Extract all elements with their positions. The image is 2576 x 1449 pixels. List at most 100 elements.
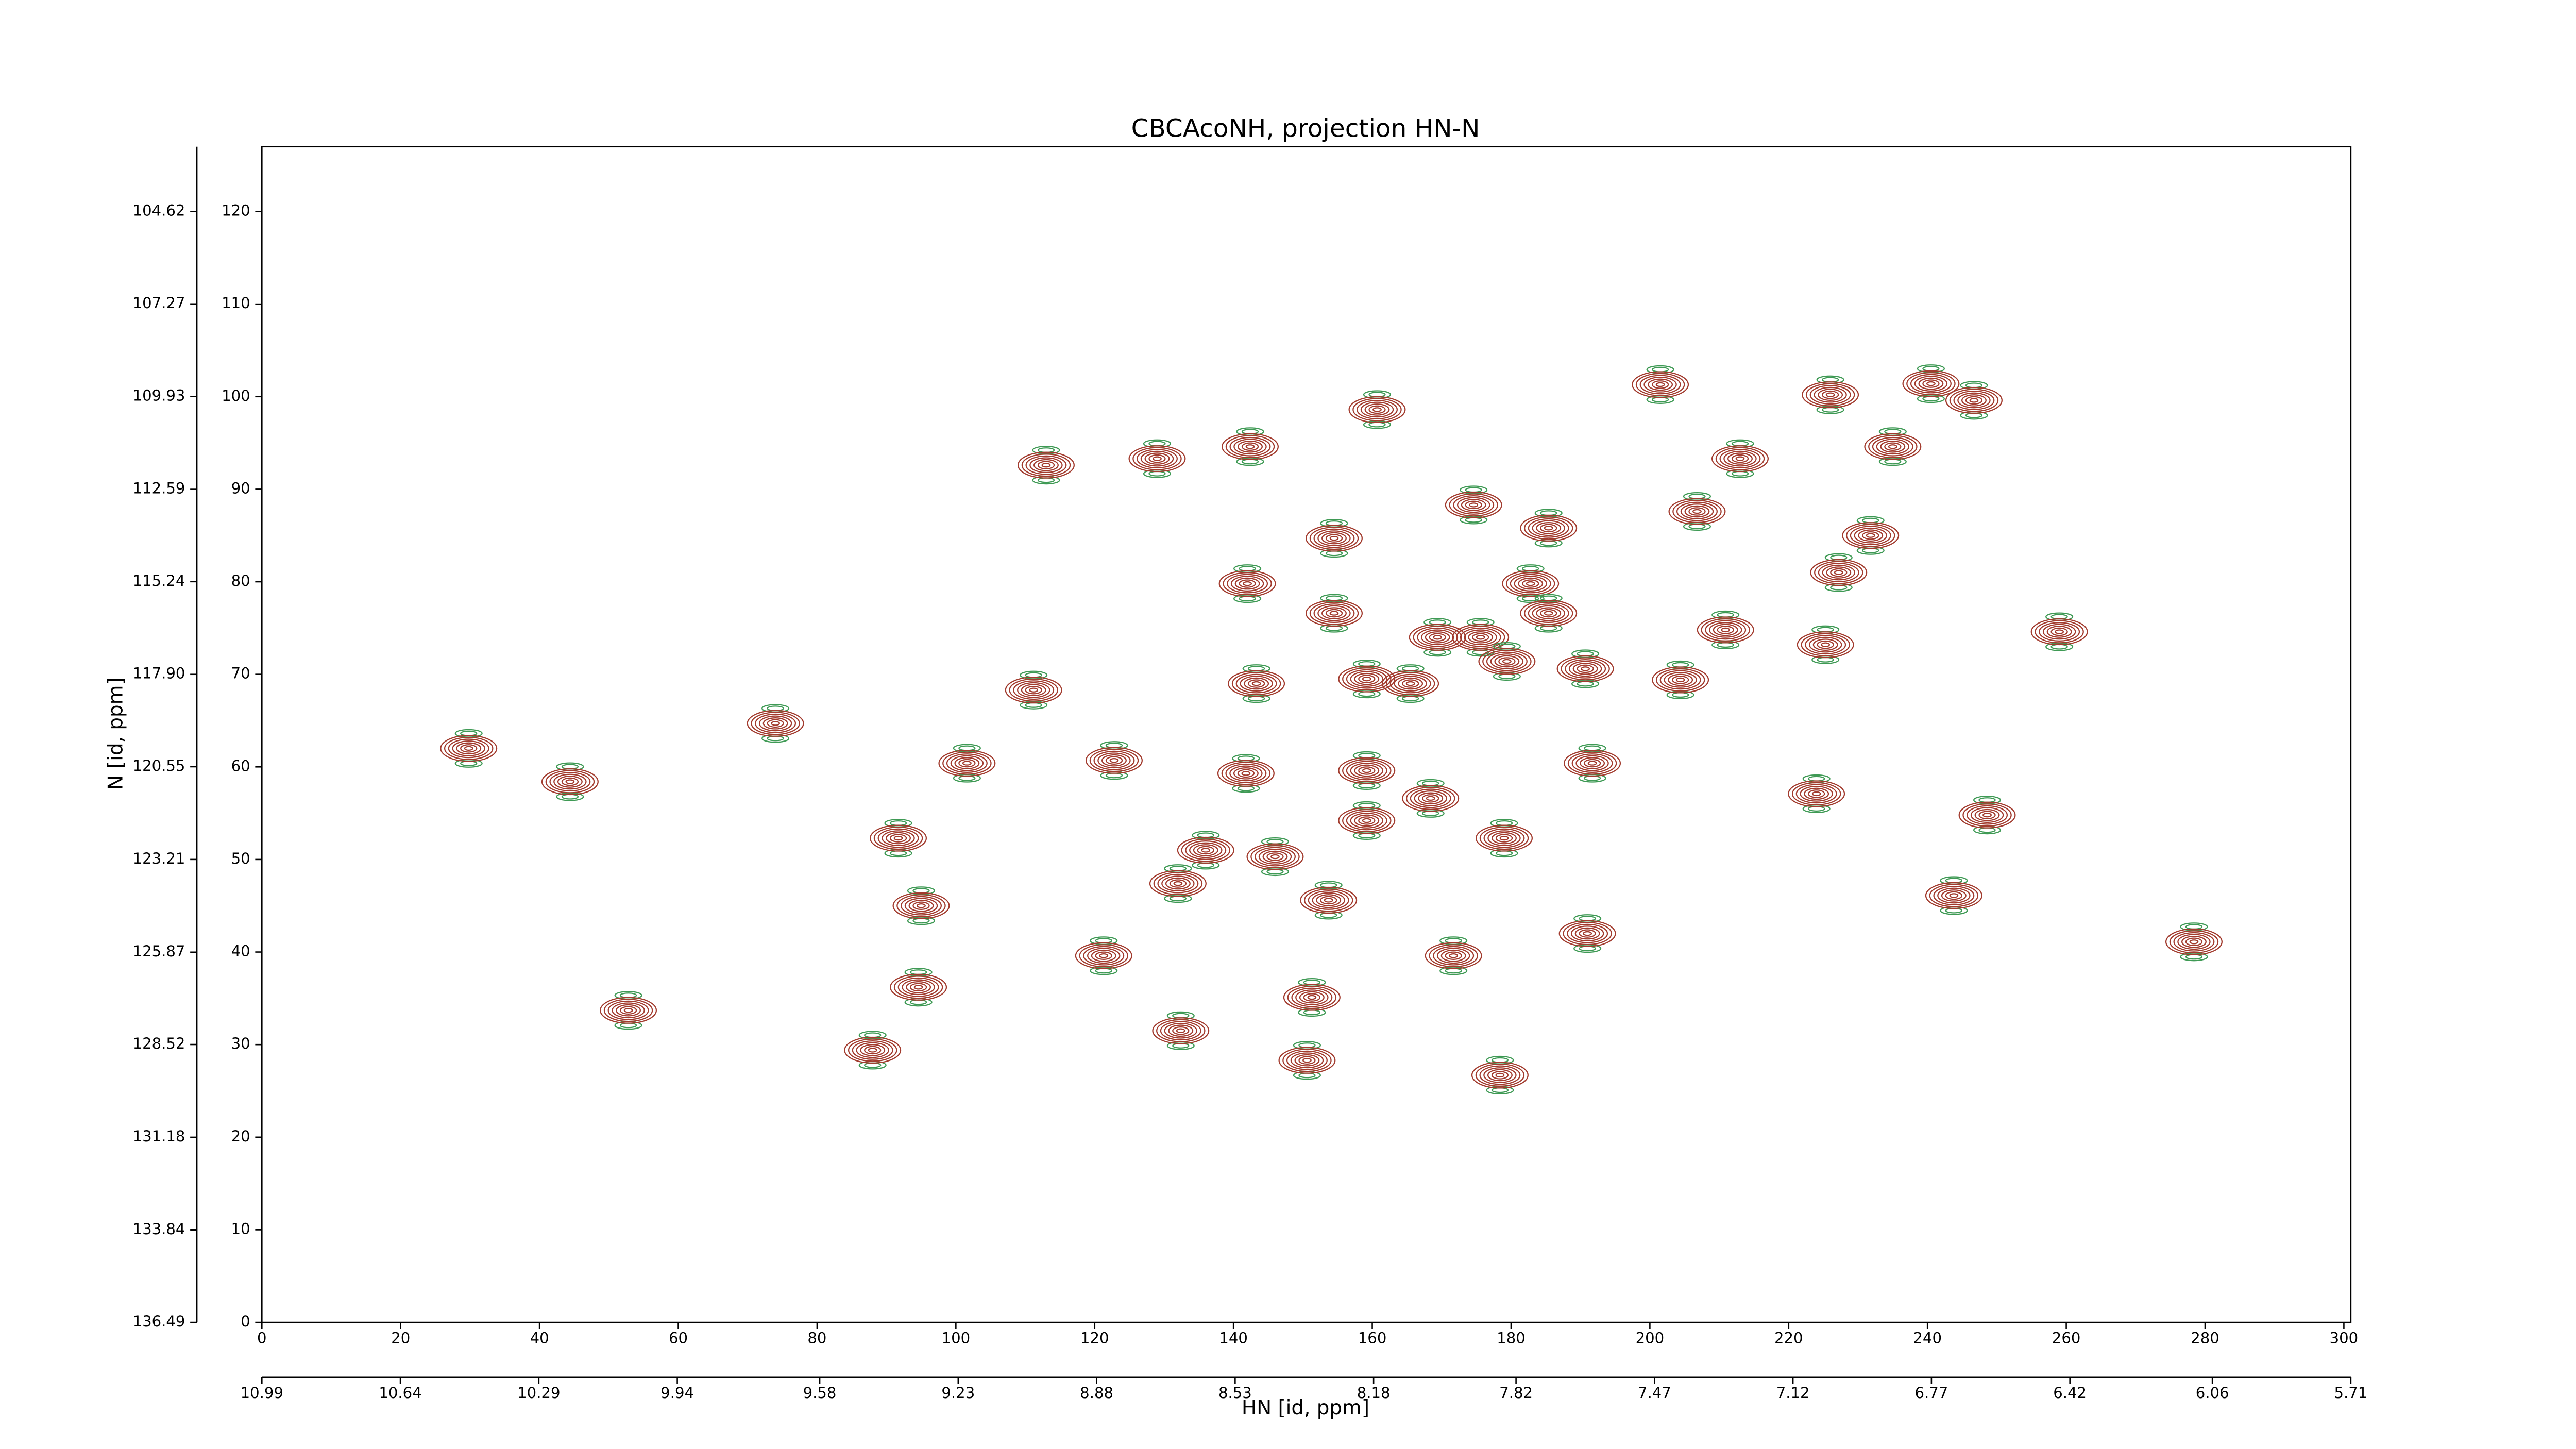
positive-contour [1719, 449, 1761, 469]
positive-contour [1676, 501, 1718, 521]
peak [1149, 864, 1207, 903]
positive-contour [553, 773, 587, 790]
positive-contour [448, 738, 489, 759]
positive-contour [1346, 669, 1387, 689]
positive-contour [1309, 527, 1359, 550]
positive-contour [1436, 948, 1470, 964]
y-tick-label: 120 [222, 202, 250, 220]
positive-contour [1402, 785, 1460, 812]
peak [1520, 594, 1578, 633]
positive-contour [1238, 440, 1263, 453]
positive-contour [2039, 622, 2080, 642]
peak [892, 886, 950, 925]
positive-contour [1476, 824, 1533, 852]
peak [844, 1031, 902, 1070]
positive-contour [1495, 1072, 1505, 1078]
positive-contour [1173, 881, 1183, 886]
positive-contour [1286, 1050, 1328, 1070]
positive-contour [1240, 676, 1273, 692]
positive-contour [1795, 784, 1837, 804]
x2-tick-label: 10.99 [241, 1384, 283, 1402]
positive-contour [896, 894, 946, 918]
positive-contour [1017, 682, 1050, 698]
x2-tick-label: 9.94 [660, 1384, 694, 1402]
positive-contour [1868, 435, 1918, 459]
positive-contour [1221, 762, 1271, 785]
positive-contour [1709, 622, 1742, 638]
peak [440, 729, 498, 768]
x2-tick-label: 9.23 [941, 1384, 975, 1402]
peak [1452, 618, 1510, 657]
positive-contour [908, 899, 934, 912]
positive-contour [1389, 673, 1431, 694]
positive-contour [1982, 813, 1992, 818]
positive-contour [444, 736, 494, 760]
peak [1471, 1055, 1529, 1094]
positive-contour [1342, 759, 1392, 782]
peak [1218, 564, 1276, 603]
positive-contour [1705, 620, 1747, 640]
peak [1409, 618, 1466, 657]
positive-contour [1164, 1022, 1197, 1039]
peak [1797, 625, 1854, 664]
y-tick-label: 20 [231, 1127, 250, 1145]
positive-contour [1866, 533, 1875, 538]
y-tick-label: 10 [231, 1220, 250, 1237]
positive-contour [1651, 380, 1669, 389]
positive-contour [1639, 375, 1681, 395]
positive-contour [1405, 681, 1415, 686]
positive-contour [1652, 666, 1709, 694]
positive-contour [2173, 932, 2215, 952]
positive-contour [1715, 447, 1765, 470]
positive-contour [1910, 374, 1952, 394]
positive-contour [2030, 618, 2088, 646]
x-tick-label: 180 [1497, 1329, 1526, 1346]
positive-contour [1231, 672, 1281, 696]
positive-contour [1922, 379, 1940, 388]
positive-contour [1498, 657, 1516, 666]
positive-contour [1520, 514, 1578, 542]
positive-contour [1287, 986, 1337, 1009]
positive-contour [1460, 627, 1501, 647]
positive-contour [1234, 577, 1260, 590]
positive-contour [856, 1042, 889, 1058]
y-tick-label: 80 [231, 572, 250, 589]
positive-contour [1810, 559, 1868, 586]
positive-contour [1567, 751, 1617, 775]
positive-contour [1858, 529, 1884, 542]
peak [2030, 612, 2088, 651]
positive-contour [1303, 888, 1353, 912]
positive-contour [557, 776, 583, 788]
peak [870, 819, 927, 858]
positive-contour [1235, 673, 1277, 694]
peak [1788, 774, 1845, 813]
x-axis-label: HN [id, ppm] [1242, 1396, 1369, 1420]
positive-contour [954, 757, 980, 769]
positive-contour [758, 715, 792, 732]
positive-contour [1087, 948, 1121, 964]
positive-contour [1295, 989, 1329, 1005]
positive-contour [1862, 531, 1879, 540]
positive-contour [1350, 671, 1383, 687]
positive-contour [1282, 1049, 1332, 1072]
positive-contour [1425, 942, 1482, 969]
positive-contour [1358, 766, 1376, 775]
peak [1476, 819, 1533, 858]
positive-contour [1583, 759, 1601, 768]
peak [1958, 796, 2016, 835]
positive-contour [1307, 995, 1317, 1000]
y2-tick-label: 117.90 [133, 665, 185, 682]
y-tick-label: 50 [231, 850, 250, 867]
positive-contour [1176, 1028, 1185, 1033]
positive-contour [1221, 433, 1279, 460]
positive-contour [1486, 651, 1528, 671]
positive-contour [1325, 609, 1343, 618]
positive-contour [1914, 376, 1948, 392]
positive-contour [1536, 607, 1562, 619]
positive-contour [1937, 887, 1971, 904]
positive-contour [460, 744, 478, 753]
positive-contour [1558, 920, 1616, 947]
positive-contour [1348, 396, 1406, 423]
positive-contour [452, 740, 485, 756]
